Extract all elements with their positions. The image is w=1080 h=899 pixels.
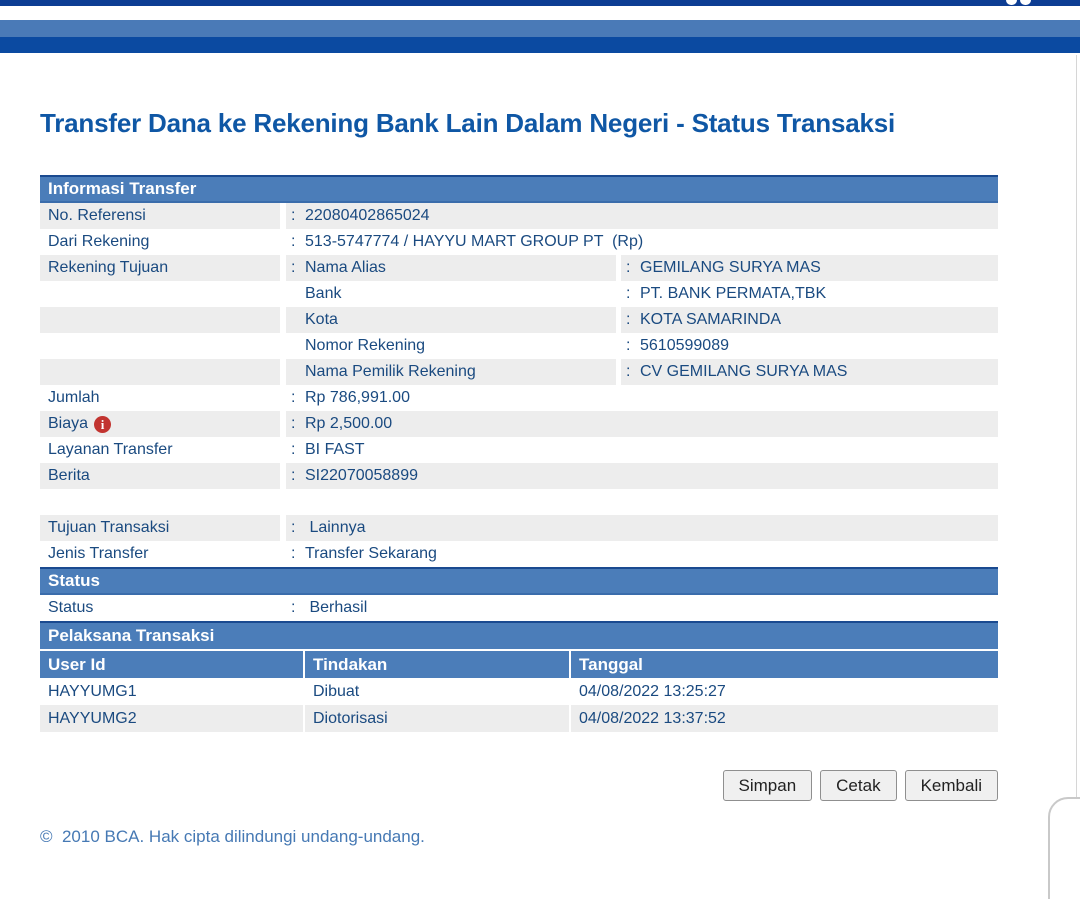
row-sublabel: Bank (305, 285, 342, 302)
cetak-button[interactable]: Cetak (820, 770, 897, 801)
row-sublabel: Nama Alias (305, 259, 386, 276)
row-label: Status (48, 599, 94, 616)
row-value: KOTA SAMARINDA (640, 311, 782, 328)
user-id-cell: HAYYUMG1 (40, 678, 303, 705)
section-header-status: Status (40, 567, 998, 595)
table-row: Jumlah : Rp 786,991.00 (40, 385, 998, 411)
row-value: Berhasil (305, 599, 368, 616)
row-label: Biaya (48, 415, 89, 432)
table-row: Layanan Transfer : BI FAST (40, 437, 998, 463)
row-label: Tujuan Transaksi (48, 519, 170, 536)
row-value: Rp 2,500.00 (305, 415, 393, 432)
table-row: :Nomor Rekening :5610599089 (40, 333, 998, 359)
page-right-border (1076, 55, 1077, 899)
table-row: :Nama Pemilik Rekening :CV GEMILANG SURY… (40, 359, 998, 385)
table-row: Berita : SI22070058899 (40, 463, 998, 489)
tanggal-cell: 04/08/2022 13:25:27 (571, 678, 998, 705)
table-row: Tujuan Transaksi : Lainnya (40, 515, 998, 541)
row-value: GEMILANG SURYA MAS (640, 259, 821, 276)
row-value: Transfer Sekarang (305, 545, 437, 562)
row-label: Jenis Transfer (48, 545, 149, 562)
column-header-tanggal: Tanggal (571, 651, 998, 679)
table-row: No. Referensi :22080402865024 (40, 203, 998, 229)
top-bar-text-fragment (1006, 0, 1017, 5)
floating-widget-corner[interactable] (1048, 797, 1080, 899)
browser-top-bar (0, 0, 1080, 6)
page-title: Transfer Dana ke Rekening Bank Lain Dala… (40, 108, 896, 138)
table-spacer (40, 489, 998, 515)
row-sublabel: Kota (305, 311, 338, 328)
table-row: Dari Rekening :513-5747774 / HAYYU MART … (40, 229, 998, 255)
row-value: 22080402865024 (305, 207, 430, 224)
simpan-button[interactable]: Simpan (722, 770, 813, 801)
pelaksana-header-row: User Id Tindakan Tanggal (40, 651, 998, 679)
row-sublabel: Nomor Rekening (305, 337, 426, 354)
row-sublabel: Nama Pemilik Rekening (305, 363, 476, 380)
row-label: Jumlah (48, 389, 100, 406)
copyright-footer: © 2010 BCA. Hak cipta dilindungi undang-… (40, 827, 425, 846)
transfer-status-table: Informasi Transfer No. Referensi :220804… (40, 175, 998, 732)
column-header-user-id: User Id (40, 651, 303, 679)
tanggal-cell: 04/08/2022 13:37:52 (571, 705, 998, 732)
section-header-informasi-transfer: Informasi Transfer (40, 175, 998, 203)
table-row: Jenis Transfer : Transfer Sekarang (40, 541, 998, 567)
row-value: SI22070058899 (305, 467, 418, 484)
column-header-tindakan: Tindakan (305, 651, 569, 679)
pelaksana-row: HAYYUMG1 Dibuat 04/08/2022 13:25:27 (40, 678, 998, 705)
fee-info-icon[interactable]: i (94, 415, 112, 433)
app-header-band-dark (0, 37, 1080, 53)
section-header-pelaksana-transaksi: Pelaksana Transaksi (40, 621, 998, 651)
table-row: :Kota :KOTA SAMARINDA (40, 307, 998, 333)
tindakan-cell: Dibuat (305, 678, 569, 705)
app-header-band-light (0, 20, 1080, 37)
row-label: Berita (48, 467, 90, 484)
row-value: Lainnya (305, 519, 366, 536)
row-label: Rekening Tujuan (48, 259, 169, 276)
row-value: PT. BANK PERMATA,TBK (640, 285, 827, 302)
tindakan-cell: Diotorisasi (305, 705, 569, 732)
row-value: 5610599089 (640, 337, 729, 354)
row-value: Rp 786,991.00 (305, 389, 410, 406)
top-bar-text-fragment (1020, 0, 1031, 5)
table-row: Biaya i : Rp 2,500.00 (40, 411, 998, 437)
table-row: :Bank :PT. BANK PERMATA,TBK (40, 281, 998, 307)
kembali-button[interactable]: Kembali (904, 770, 998, 801)
row-value: 513-5747774 / HAYYU MART GROUP PT (Rp) (305, 233, 644, 250)
row-label: Layanan Transfer (48, 441, 173, 458)
row-value: CV GEMILANG SURYA MAS (640, 363, 848, 380)
row-label: No. Referensi (48, 207, 146, 224)
user-id-cell: HAYYUMG2 (40, 705, 303, 732)
row-value: BI FAST (305, 441, 365, 458)
action-button-bar: Simpan Cetak Kembali (40, 770, 998, 801)
table-row: Rekening Tujuan : Nama Alias : GEMILANG SU… (40, 255, 998, 281)
row-label: Dari Rekening (48, 233, 150, 250)
table-row: Status : Berhasil (40, 595, 998, 621)
pelaksana-row: HAYYUMG2 Diotorisasi 04/08/2022 13:37:52 (40, 705, 998, 732)
